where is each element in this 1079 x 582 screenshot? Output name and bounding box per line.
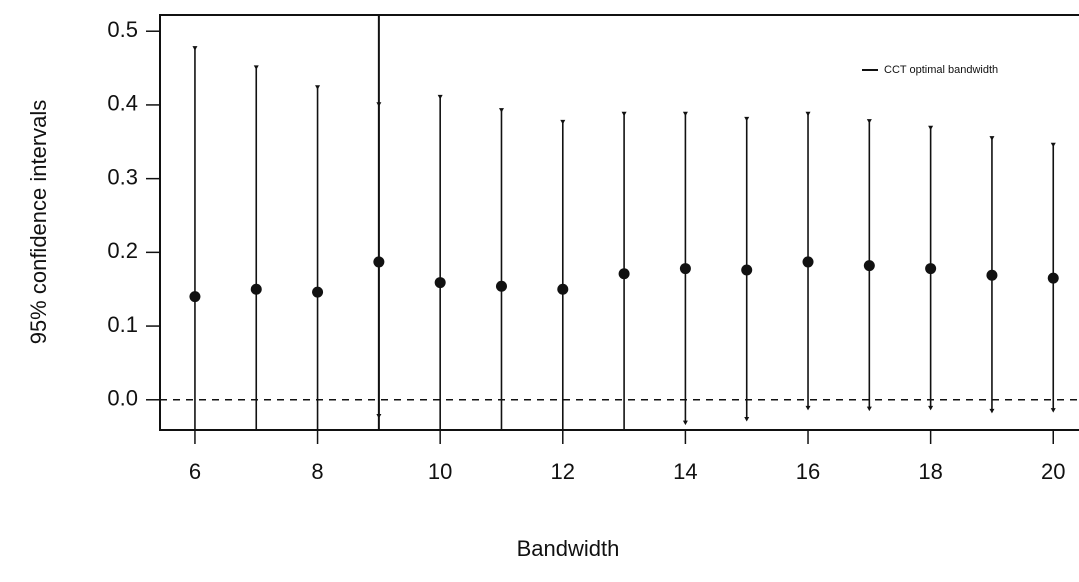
error-cap	[437, 94, 443, 100]
error-cap	[805, 111, 811, 117]
error-cap	[866, 119, 872, 124]
x-tick-label: 6	[189, 459, 201, 484]
error-cap	[192, 543, 197, 548]
error-cap	[622, 432, 627, 437]
error-cap	[621, 111, 627, 117]
error-cap	[989, 408, 995, 414]
point-estimate	[1047, 272, 1059, 284]
error-cap	[928, 125, 934, 131]
point-estimate	[925, 263, 937, 275]
error-cap	[376, 413, 382, 419]
y-tick-label: 0.5	[107, 17, 138, 42]
x-tick-label: 14	[673, 459, 697, 484]
error-cap	[744, 416, 750, 422]
error-cap	[192, 46, 198, 51]
x-tick-label: 8	[311, 459, 323, 484]
point-estimate	[434, 277, 446, 289]
y-tick-label: 0.4	[107, 91, 138, 116]
error-cap	[928, 405, 934, 411]
point-estimate	[373, 256, 385, 268]
error-cap	[315, 85, 321, 90]
point-estimate	[741, 264, 753, 276]
error-cap	[682, 111, 688, 117]
axis-frame	[159, 14, 1079, 431]
point-estimate	[802, 256, 814, 268]
error-cap	[254, 509, 259, 514]
point-estimate	[250, 283, 262, 295]
error-cap	[866, 406, 872, 412]
error-cap	[989, 136, 995, 141]
error-cap	[498, 108, 504, 113]
error-cap	[253, 65, 259, 70]
y-axis-title: 95% confidence intervals	[26, 100, 51, 345]
x-tick-label: 10	[428, 459, 452, 484]
error-cap	[682, 420, 688, 426]
x-tick-label: 16	[796, 459, 820, 484]
point-estimate	[189, 291, 201, 303]
error-cap	[1050, 408, 1056, 413]
point-estimate	[557, 283, 569, 295]
point-estimate	[986, 269, 998, 281]
y-tick-label: 0.0	[107, 386, 138, 411]
error-cap	[499, 460, 504, 465]
x-axis-title: Bandwidth	[517, 536, 620, 561]
x-tick-label: 18	[918, 459, 942, 484]
point-estimate	[495, 280, 507, 292]
x-tick-label: 12	[551, 459, 575, 484]
y-tick-label: 0.2	[107, 238, 138, 263]
error-cap	[744, 116, 750, 122]
error-cap	[560, 119, 566, 125]
y-tick-label: 0.3	[107, 164, 138, 189]
y-tick-label: 0.1	[107, 312, 138, 337]
x-tick-label: 20	[1041, 459, 1065, 484]
error-cap	[315, 495, 320, 500]
point-estimate	[618, 268, 630, 280]
plot-area	[160, 15, 1079, 548]
error-cap	[1050, 142, 1056, 148]
error-cap	[376, 102, 382, 107]
point-estimate	[679, 263, 691, 275]
point-estimate	[863, 260, 875, 272]
point-estimate	[312, 286, 324, 298]
legend-label: CCT optimal bandwidth	[884, 64, 998, 76]
error-cap	[805, 405, 811, 411]
